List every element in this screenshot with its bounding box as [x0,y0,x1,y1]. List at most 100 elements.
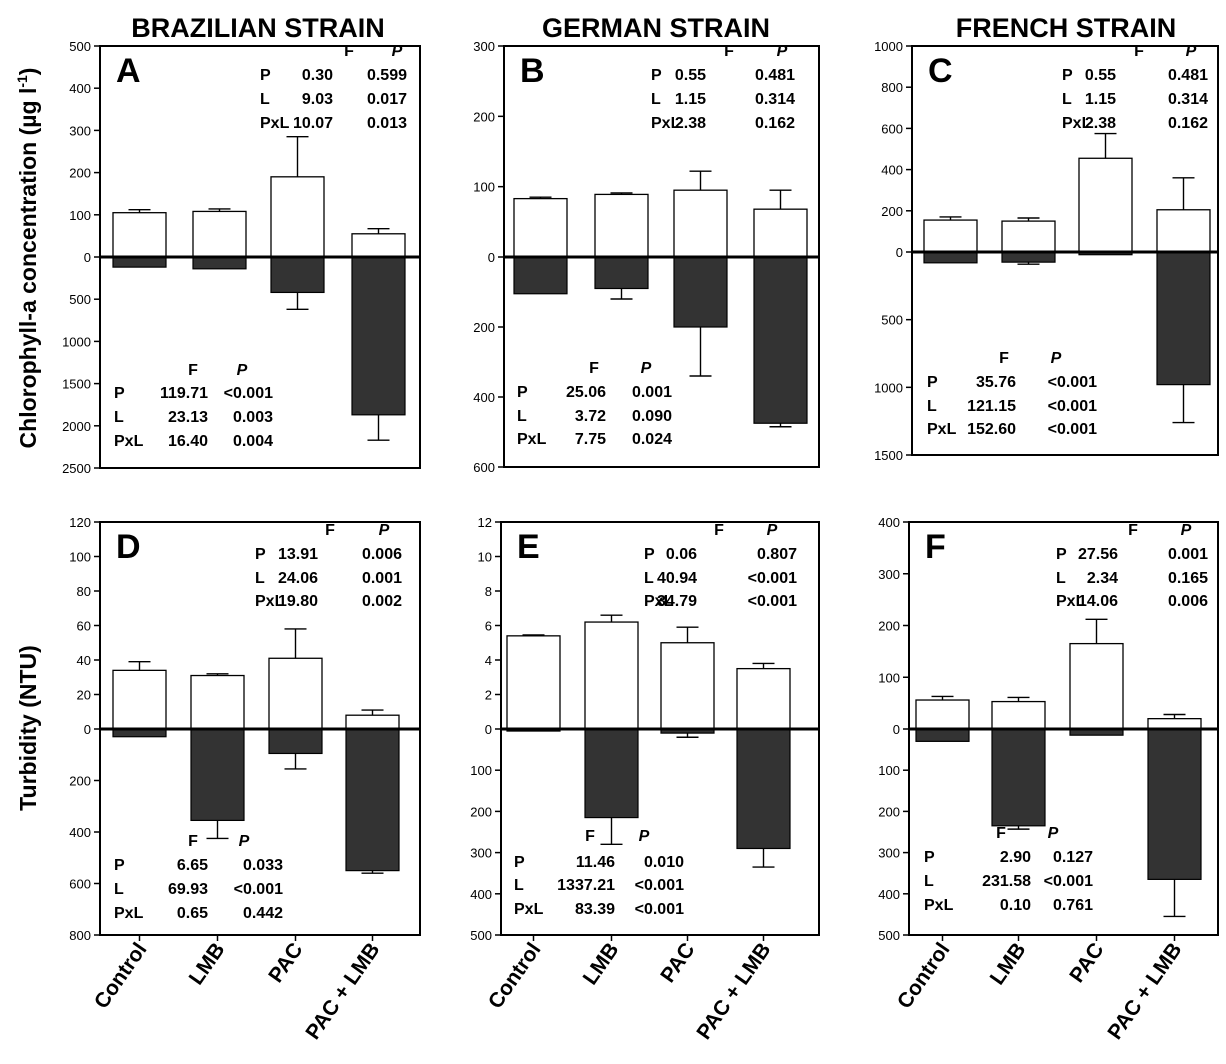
ylabel-chlorophyll-text: Chlorophyll-a concentration (µg l [15,88,41,449]
x-category-label: Control [484,939,546,1013]
stats-f-value: 10.07 [293,115,333,132]
x-category-label: LMB [579,939,624,989]
stats-p-value: 0.013 [367,115,407,132]
tick-label: 300 [878,567,900,582]
stats-header-f: F [999,350,1009,367]
stats-factor: L [260,91,270,108]
stats-p-value: 0.001 [1168,546,1208,563]
stats-f-value: 14.06 [1078,593,1118,610]
tick-label: 500 [69,292,91,307]
panel-letter: F [925,528,946,566]
stats-f-value: 1.15 [1085,91,1116,108]
stats-factor: L [924,873,934,890]
tick-label: 200 [473,109,495,124]
stats-p-value: 0.599 [367,67,407,84]
stats-factor: PxL [1062,115,1092,132]
x-category-label: PAC [264,939,307,987]
stats-p-value: 0.003 [233,409,273,426]
tick-label: 100 [69,550,91,565]
bar-top-pac [268,657,323,730]
stats-factor: P [927,374,938,391]
tick-label: 0 [84,250,91,265]
stats-factor: P [924,849,935,866]
stats-header-p: P [392,43,403,60]
stats-header-f: F [1128,522,1138,539]
bar-bottom-control [915,728,970,742]
stats-factor: PxL [927,421,957,438]
stats-p-value: <0.001 [224,385,273,402]
panel-letter: C [928,52,953,90]
x-category-label: PAC + LMB [692,939,775,1044]
stats-factor: L [1056,570,1066,587]
panel-C: 1000 800 600 400 200 0 500 1000 1500 C F P P 0.55 0.48… [874,39,1219,463]
stats-p-value: <0.001 [748,593,797,610]
tick-label: 80 [77,584,91,599]
tick-label: 0 [893,722,900,737]
stats-p-value: 0.024 [632,431,672,448]
panel-letter: E [517,528,540,566]
tick-label: 0 [488,250,495,265]
stats-p-value: 0.162 [1168,115,1208,132]
bar-bottom-lmb [584,728,639,819]
stats-f-value: 27.56 [1078,546,1118,563]
x-category-label: PAC + LMB [301,939,384,1044]
stats-header-p: P [1186,43,1197,60]
bar-top-lmb [584,621,639,730]
tick-label: 0 [84,722,91,737]
stats-p-value: <0.001 [1048,398,1097,415]
tick-label: 60 [77,619,91,634]
ylabel-chlorophyll-sup: -1 [14,75,30,88]
stats-p-value: 0.165 [1168,570,1208,587]
bar-bottom-control [923,251,978,264]
stats-factor: PxL [114,433,144,450]
tick-label: 6 [485,619,492,634]
bar-top-pac [270,176,325,258]
stats-p-value: 0.001 [632,384,672,401]
bar-bottom-pac-lmb [753,256,808,424]
tick-label: 500 [878,928,900,943]
stats-p-value: <0.001 [635,901,684,918]
stats-factor: P [514,854,525,871]
x-category-label: PAC [1065,939,1108,987]
stats-factor: L [644,570,654,587]
stats-factor: L [114,881,124,898]
stats-f-value: 1337.21 [557,877,615,894]
stats-factor: P [114,385,125,402]
tick-label: 0 [896,245,903,260]
tick-label: 200 [470,804,492,819]
bar-top-lmb [1001,220,1056,253]
tick-label: 2 [485,688,492,703]
stats-f-value: 13.91 [278,546,318,563]
x-category-label: PAC + LMB [1103,939,1186,1044]
bar-bottom-pac-lmb [736,728,791,850]
bar-top-pac-lmb [753,208,808,258]
bar-bottom-lmb [1001,251,1056,263]
stats-f-value: 0.55 [1085,67,1116,84]
tick-label: 40 [77,653,91,668]
stats-header-f: F [188,833,198,850]
tick-label: 400 [69,81,91,96]
stats-header-p: P [1051,350,1062,367]
tick-label: 400 [881,163,903,178]
tick-label: 400 [69,825,91,840]
stats-p-value: 0.314 [1168,91,1208,108]
panel-letter: A [116,52,141,90]
stats-p-value: 0.481 [755,67,795,84]
stats-header-p: P [1048,825,1059,842]
stats-p-value: 0.761 [1053,897,1093,914]
stats-f-value: 0.65 [177,905,208,922]
x-category-label: LMB [986,939,1031,989]
stats-factor: PxL [651,115,681,132]
tick-label: 400 [878,887,900,902]
stats-header-p: P [767,522,778,539]
stats-p-value: 0.001 [362,570,402,587]
tick-label: 12 [478,515,492,530]
stats-f-value: 83.39 [575,901,615,918]
stats-header-f: F [589,360,599,377]
stats-factor: P [517,384,528,401]
stats-header-f: F [724,43,734,60]
tick-label: 800 [881,80,903,95]
tick-label: 10 [478,550,492,565]
